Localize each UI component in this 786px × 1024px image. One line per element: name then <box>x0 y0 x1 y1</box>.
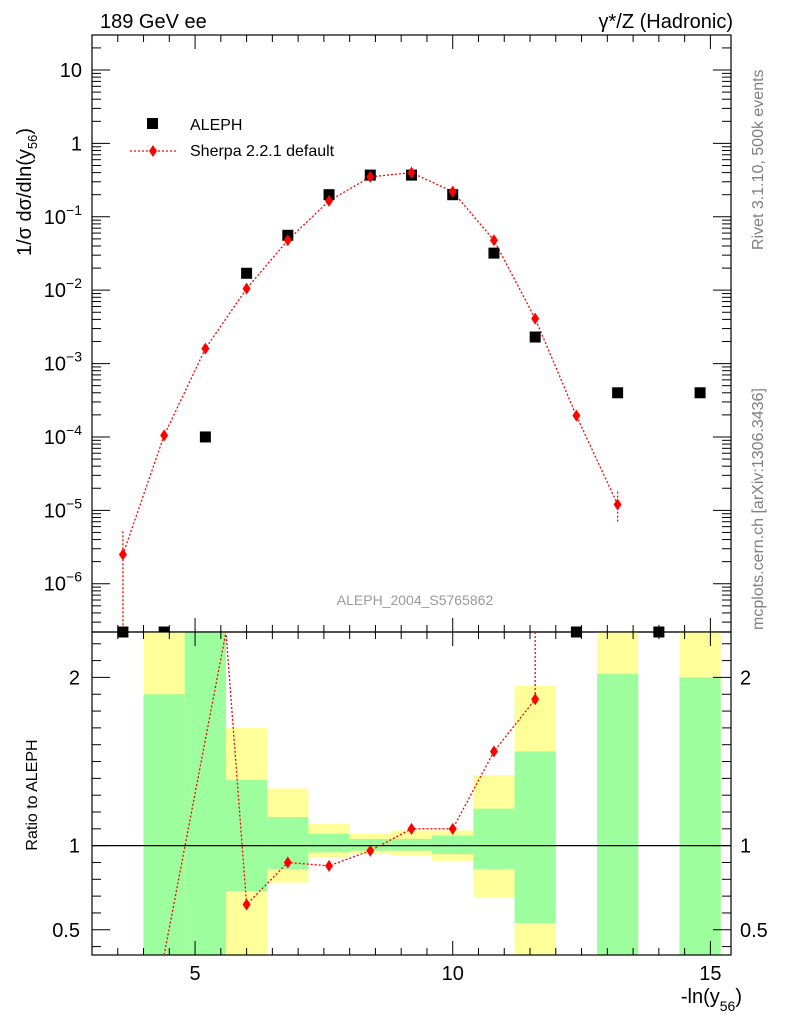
y-tick-label: 10−6 <box>44 569 82 596</box>
sherpa-data-point <box>366 170 375 183</box>
y-tick-label: 10−2 <box>44 275 82 302</box>
ratio-data-point <box>366 844 375 857</box>
main-frame <box>91 34 732 633</box>
legend: ALEPH Sherpa 2.2.1 default <box>130 117 335 160</box>
sherpa-data-point <box>283 234 292 247</box>
y-tick-label: 2 <box>69 667 80 689</box>
header-left-label: 189 GeV ee <box>100 11 207 33</box>
x-tick-label: 5 <box>190 963 201 985</box>
aleph-data-point <box>199 431 211 443</box>
sherpa-data-point <box>325 194 334 207</box>
sherpa-data-point <box>613 498 622 511</box>
ratio-band-inner <box>473 808 515 870</box>
y-tick-label-right: 1 <box>740 836 751 858</box>
aleph-data-point <box>529 331 541 343</box>
main-y-axis-title: 1/σ dσ/dln(y56) <box>14 128 40 256</box>
ratio-y-axis-title: Ratio to ALEPH <box>24 739 41 850</box>
analysis-watermark: ALEPH_2004_S5765862 <box>337 592 494 608</box>
sherpa-data-point <box>160 429 169 442</box>
main-panel: 10−6 10−5 10−4 10−3 10−2 10−1 1 10 <box>44 34 732 638</box>
y-tick-label: 10 <box>60 60 82 82</box>
y-tick-label: 10−3 <box>44 349 82 376</box>
y-tick-label: 0.5 <box>52 920 80 942</box>
sherpa-data-point <box>572 409 581 422</box>
y-tick-label: 1 <box>69 836 80 858</box>
ratio-data-point <box>407 822 416 835</box>
aleph-data-point <box>488 247 500 259</box>
x-tick-label: 15 <box>699 963 721 985</box>
legend-aleph-label: ALEPH <box>190 117 242 134</box>
ratio-band-inner <box>514 751 556 924</box>
legend-aleph-marker <box>147 118 158 129</box>
sherpa-data-point <box>201 342 210 355</box>
aleph-data-point <box>323 189 335 201</box>
y-tick-label: 1 <box>71 133 82 155</box>
y-tick-label-right: 2 <box>740 667 751 689</box>
sherpa-data-point <box>448 185 457 198</box>
sherpa-data-point <box>531 312 540 325</box>
ratio-data-point <box>283 856 292 869</box>
ratio-data-point <box>325 859 334 872</box>
ratio-frame <box>91 631 732 956</box>
aleph-data-point <box>612 387 624 399</box>
ratio-band-inner <box>679 677 721 955</box>
aleph-data-point <box>241 267 253 279</box>
aleph-data-point <box>694 387 706 399</box>
sherpa-data-point <box>118 548 127 561</box>
ratio-panel: 5 10 15 0.5 0.5 1 1 2 2 <box>52 631 768 985</box>
x-tick-label: 10 <box>442 963 464 985</box>
ratio-data-point <box>531 693 540 706</box>
header-right-label: γ*/Z (Hadronic) <box>599 11 733 33</box>
sherpa-line <box>122 171 619 555</box>
ratio-band-inner <box>143 694 185 955</box>
y-tick-label: 10−4 <box>44 422 82 449</box>
y-tick-label: 10−5 <box>44 495 82 522</box>
ratio-band-inner <box>225 780 268 892</box>
ratio-band-inner <box>390 838 433 851</box>
ratio-data-point <box>242 898 251 911</box>
sherpa-data-point <box>489 234 498 247</box>
ratio-band-inner <box>432 835 474 855</box>
ratio-band-inner <box>597 674 639 955</box>
ratio-line <box>163 631 536 956</box>
legend-sherpa-marker <box>149 145 157 157</box>
mcplots-reference-label: mcplots.cern.ch [arXiv:1306.3436] <box>750 388 767 630</box>
sherpa-data-point <box>407 166 416 179</box>
y-tick-label-right: 0.5 <box>740 920 768 942</box>
sherpa-data-point <box>242 282 251 295</box>
ratio-data-point <box>448 822 457 835</box>
ratio-data-point <box>489 745 498 758</box>
legend-sherpa-label: Sherpa 2.2.1 default <box>190 143 335 160</box>
y-tick-label: 10−1 <box>44 202 82 229</box>
rivet-version-label: Rivet 3.1.10, 500k events <box>750 69 767 250</box>
ratio-band-inner <box>308 833 350 853</box>
x-axis-title: -ln(y56) <box>681 986 742 1014</box>
ratio-band-inner <box>184 632 226 955</box>
